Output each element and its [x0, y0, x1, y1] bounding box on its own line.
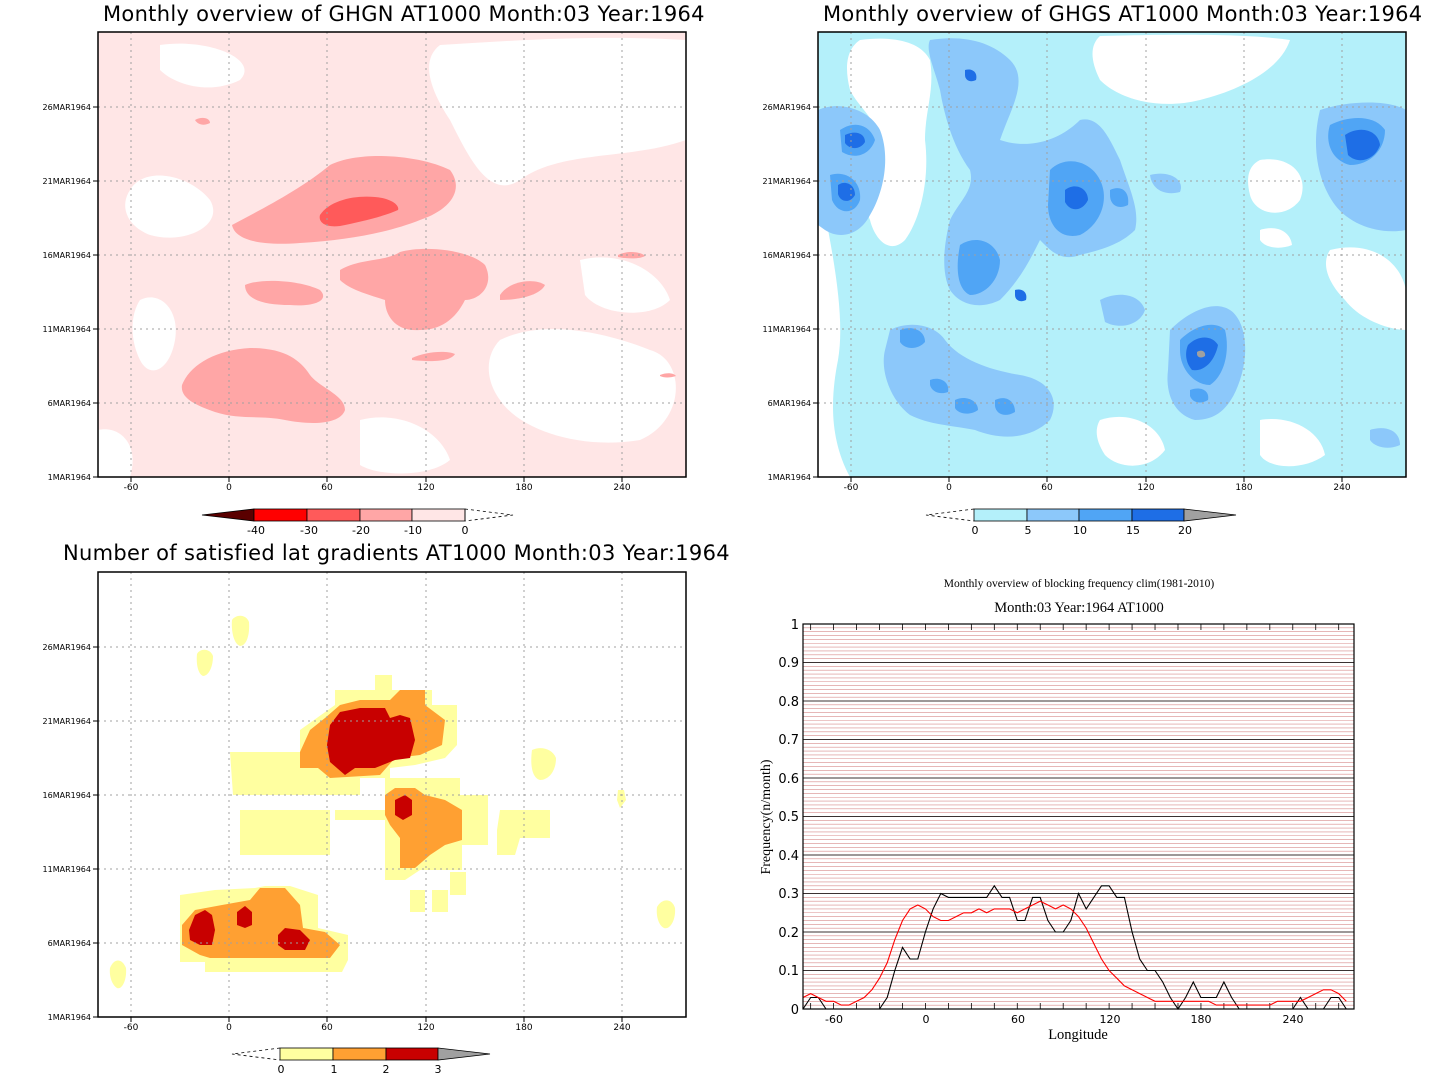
- blocking-ytick: 0.3: [778, 887, 799, 902]
- ghgs-colorbar-label: 0: [972, 524, 979, 537]
- lat-grad-ytick: 26MAR1964: [43, 643, 91, 652]
- ghgn-colorbar-label: -40: [247, 524, 265, 537]
- lat-grad-ytick: 1MAR1964: [48, 1013, 91, 1022]
- ghgs-ytick: 16MAR1964: [763, 251, 811, 260]
- lat-grad-grid: [98, 572, 686, 1017]
- ghgs-xtick: 240: [1333, 483, 1350, 493]
- ghgn-xtick: 60: [321, 483, 333, 493]
- blocking-ytick: 1: [791, 618, 799, 633]
- ghgn-ytick: 11MAR1964: [43, 325, 91, 334]
- ghgn-grid: [98, 32, 686, 477]
- blocking-ytick: 0.4: [778, 849, 799, 864]
- blocking-xtick: 240: [1283, 1013, 1304, 1026]
- ghgn-xtick: 180: [515, 483, 532, 493]
- ghgn-ytick: 21MAR1964: [43, 177, 91, 186]
- ghgn-chart: -60 0 60 120 180 240 1MAR1964 6MAR1964 1…: [43, 31, 687, 537]
- ghgs-chart: -60 0 60 120 180 240 1MAR1964 6MAR1964 1…: [763, 31, 1407, 537]
- blocking-xtick: 0: [923, 1013, 930, 1026]
- blocking-xtick: -60: [825, 1013, 843, 1026]
- blocking-ytick: 0.2: [778, 926, 799, 941]
- ghgs-ticks: [813, 106, 1343, 482]
- ghgs-ytick: 6MAR1964: [768, 399, 811, 408]
- blocking-ytick: 0.8: [778, 695, 799, 710]
- lat-grad-xtick: 0: [226, 1023, 232, 1033]
- lat-grad-xtick: -60: [124, 1023, 139, 1033]
- ghgs-ytick: 11MAR1964: [763, 325, 811, 334]
- lat-grad-xtick: 60: [321, 1023, 333, 1033]
- ghgn-xtick: 120: [417, 483, 434, 493]
- ghgn-colorbar-label: -20: [352, 524, 370, 537]
- blocking-subtitle: Month:03 Year:1964 AT1000: [994, 600, 1164, 616]
- lat-grad-title: Number of satisfied lat gradients AT1000…: [63, 541, 730, 565]
- ghgs-ytick: 21MAR1964: [763, 177, 811, 186]
- ghgs-colorbar: [925, 508, 1237, 522]
- blocking-ytick: 0.1: [778, 964, 799, 979]
- lat-grad-colorbar-label: 3: [435, 1063, 442, 1076]
- ghgn-ytick: 16MAR1964: [43, 251, 91, 260]
- ghgs-title: Monthly overview of GHGS AT1000 Month:03…: [823, 2, 1423, 26]
- blocking-top-ticks: [810, 624, 1340, 1009]
- blocking-frame: [802, 623, 1355, 1010]
- blocking-chart: Monthly overview of blocking frequency c…: [759, 578, 1355, 1043]
- lat-grad-ytick: 16MAR1964: [43, 791, 91, 800]
- lat-grad-colorbar-label: 0: [278, 1063, 285, 1076]
- ghgs-ytick: 1MAR1964: [768, 473, 811, 482]
- ghgn-ticks: [93, 106, 623, 482]
- ghgn-ytick: 6MAR1964: [48, 399, 91, 408]
- ghgn-colorbar-label: -10: [404, 524, 422, 537]
- blocking-ytick: 0.9: [778, 656, 799, 671]
- blocking-ytick: 0.5: [778, 810, 799, 825]
- lat-grad-ticks: [93, 646, 623, 1022]
- lat-grad-chart: -60 0 60 120 180 240 1MAR1964 6MAR1964 1…: [43, 571, 687, 1076]
- blocking-title: Monthly overview of blocking frequency c…: [944, 578, 1215, 590]
- blocking-xtick: 60: [1011, 1013, 1025, 1026]
- lat-grad-colorbar: [231, 1047, 491, 1061]
- ghgs-xtick: 60: [1041, 483, 1053, 493]
- ghgs-xtick: 0: [946, 483, 952, 493]
- ghgs-colorbar-label: 20: [1178, 524, 1192, 537]
- ghgn-xtick: 0: [226, 483, 232, 493]
- blocking-ytick: 0.7: [778, 733, 799, 748]
- ghgs-grid: [818, 32, 1406, 477]
- ghgn-colorbar: [201, 508, 514, 522]
- lat-grad-colorbar-label: 2: [383, 1063, 390, 1076]
- ghgs-colorbar-label: 5: [1025, 524, 1032, 537]
- blocking-xtick: 180: [1191, 1013, 1212, 1026]
- ghgs-xtick: -60: [844, 483, 859, 493]
- ghgn-xtick: -60: [124, 483, 139, 493]
- blocking-ytick: 0: [791, 1003, 799, 1018]
- lat-grad-ytick: 11MAR1964: [43, 865, 91, 874]
- ghgs-xtick: 120: [1137, 483, 1154, 493]
- ghgn-colorbar-label: -30: [300, 524, 318, 537]
- blocking-ylabel: Frequency(n/month): [759, 759, 774, 874]
- lat-grad-colorbar-label: 1: [331, 1063, 338, 1076]
- lat-grad-xtick: 240: [613, 1023, 630, 1033]
- ghgs-colorbar-label: 10: [1073, 524, 1087, 537]
- lat-grad-ytick: 6MAR1964: [48, 939, 91, 948]
- ghgn-ytick: 26MAR1964: [43, 103, 91, 112]
- blocking-xlabel: Longitude: [1048, 1027, 1108, 1043]
- ghgs-ytick: 26MAR1964: [763, 103, 811, 112]
- lat-grad-ytick: 21MAR1964: [43, 717, 91, 726]
- ghgn-colorbar-label: 0: [462, 524, 469, 537]
- blocking-xtick: 120: [1100, 1013, 1121, 1026]
- blocking-series-line-1: [802, 900, 1347, 1006]
- ghgn-title: Monthly overview of GHGN AT1000 Month:03…: [103, 2, 705, 26]
- ghgn-xtick: 240: [613, 483, 630, 493]
- ghgn-ytick: 1MAR1964: [48, 473, 91, 482]
- lat-grad-xtick: 180: [515, 1023, 532, 1033]
- blocking-ytick: 0.6: [778, 772, 799, 787]
- ghgs-xtick: 180: [1235, 483, 1252, 493]
- ghgs-colorbar-label: 15: [1126, 524, 1140, 537]
- lat-grad-xtick: 120: [417, 1023, 434, 1033]
